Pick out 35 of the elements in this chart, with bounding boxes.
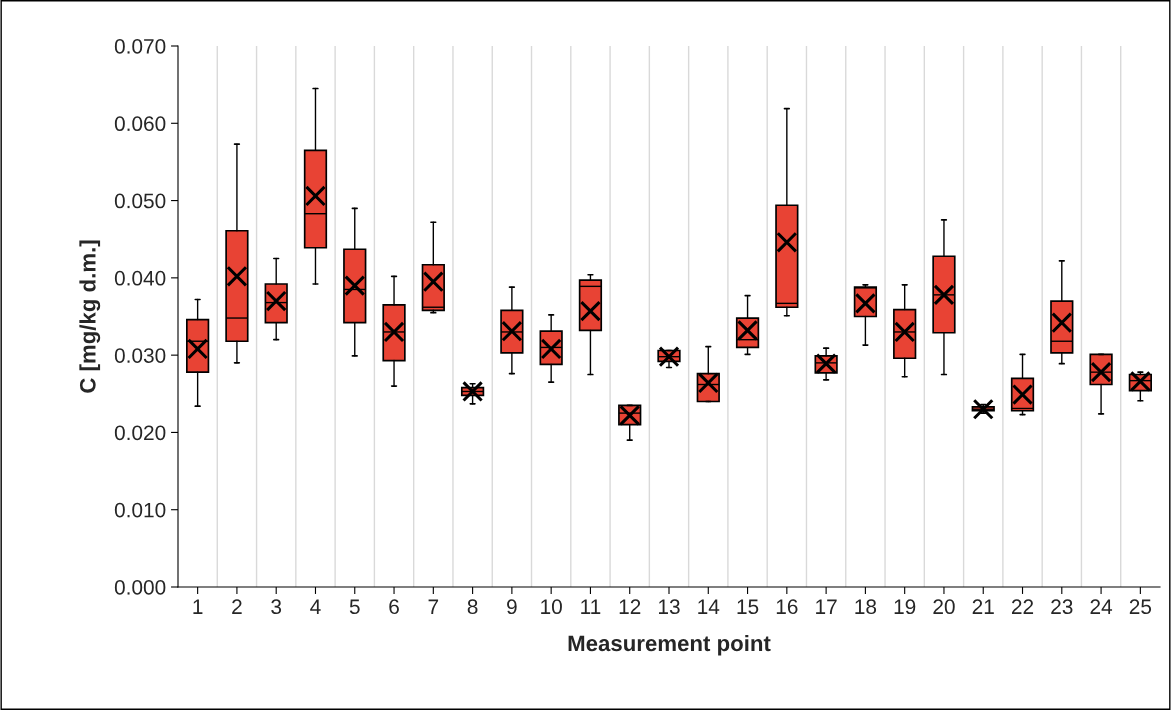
x-tick-label: 4 (310, 599, 321, 614)
y-tick-label: 0.030 (114, 348, 166, 363)
x-tick-label: 17 (816, 599, 837, 614)
y-tick-label: 0.000 (114, 580, 166, 595)
x-tick-label: 2 (232, 599, 242, 614)
x-tick-label: 6 (389, 599, 399, 615)
x-tick-label: 13 (659, 599, 680, 615)
y-axis-title: C [mg/kg d.m.] (79, 240, 101, 393)
x-tick-label: 10 (541, 599, 562, 615)
x-tick-label: 18 (855, 599, 877, 615)
y-tick-label: 0.020 (114, 425, 166, 441)
x-tick-label: 25 (1129, 599, 1152, 615)
x-tick-label: 16 (776, 599, 798, 615)
y-tick-label: 0.060 (114, 116, 166, 132)
x-axis-title: Measurement point (568, 634, 771, 656)
x-tick-label: 8 (467, 599, 478, 615)
x-tick-label: 12 (619, 599, 641, 614)
x-tick-label: 22 (1011, 599, 1034, 614)
x-tick-label: 15 (737, 599, 759, 615)
x-tick-label: 7 (428, 599, 439, 614)
x-tick-label: 21 (972, 599, 994, 614)
x-tick-label: 23 (1051, 599, 1073, 615)
x-tick-label: 11 (581, 599, 601, 614)
x-tick-label: 1 (193, 599, 203, 614)
x-tick-label: 3 (271, 599, 282, 615)
y-tick-label: 0.040 (114, 270, 166, 286)
x-tick-label: 5 (349, 599, 360, 615)
y-tick-label: 0.010 (114, 502, 166, 518)
x-tick-label: 9 (507, 599, 517, 615)
x-tick-label: 14 (698, 599, 720, 614)
y-tick-label: 0.070 (114, 39, 166, 54)
x-tick-label: 24 (1090, 599, 1113, 614)
x-tick-label: 19 (894, 599, 916, 615)
x-tick-label: 20 (933, 599, 955, 615)
y-tick-label: 0.050 (114, 193, 166, 209)
